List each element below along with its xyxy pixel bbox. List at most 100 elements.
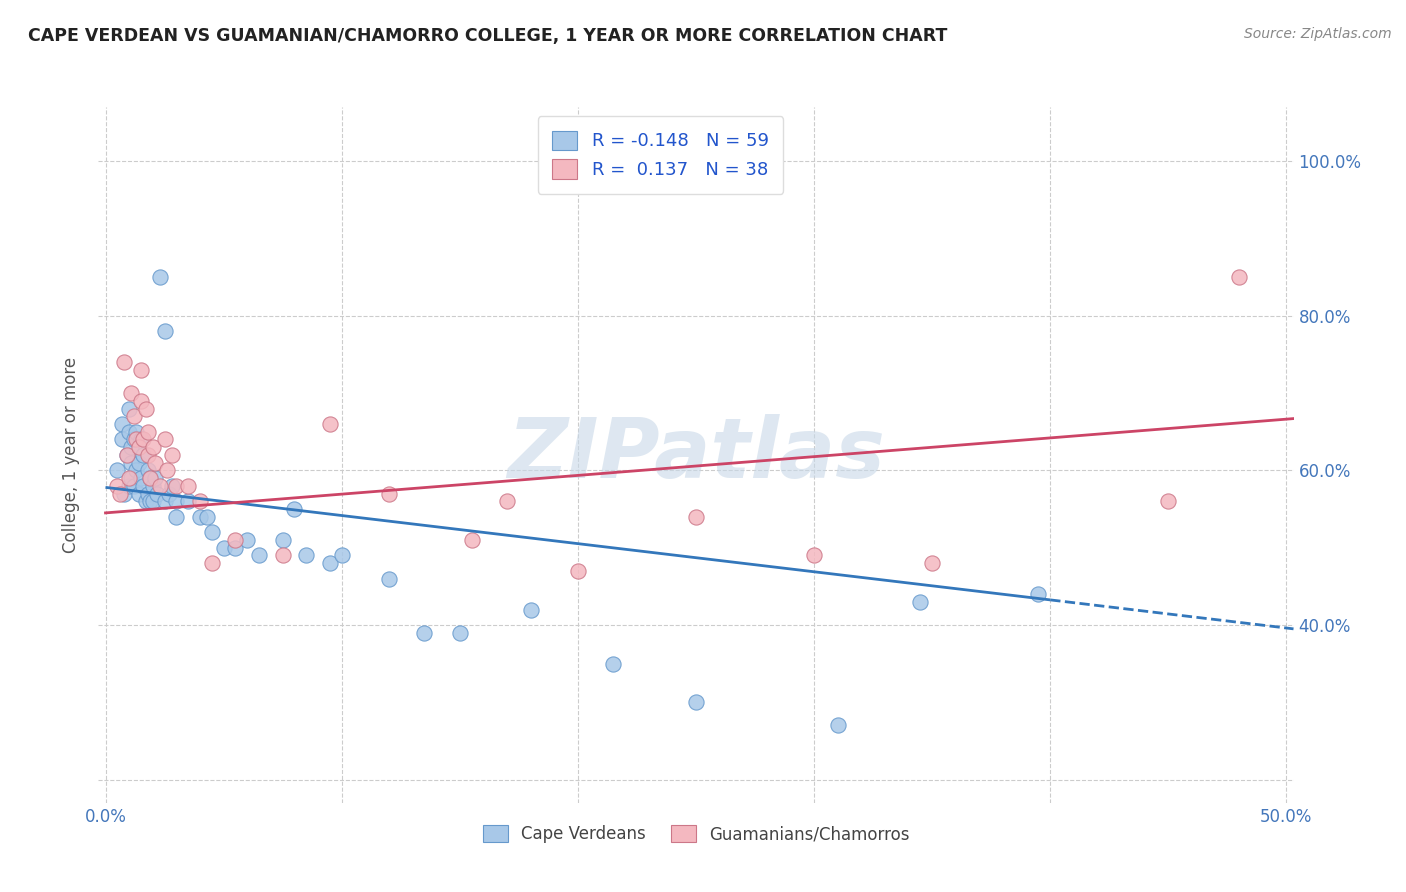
Point — [149, 270, 172, 285]
Point — [602, 657, 624, 671]
Point — [125, 463, 148, 477]
Text: ZIPatlas: ZIPatlas — [508, 415, 884, 495]
Point — [118, 425, 141, 439]
Point — [142, 479, 165, 493]
Point — [111, 417, 134, 431]
Point — [153, 494, 176, 508]
Point — [125, 425, 148, 439]
Point — [118, 479, 141, 493]
Point — [132, 433, 155, 447]
Point — [149, 479, 172, 493]
Point — [271, 549, 294, 563]
Point — [921, 556, 943, 570]
Point — [121, 386, 143, 401]
Point — [160, 448, 183, 462]
Point — [271, 533, 294, 547]
Point — [132, 448, 155, 462]
Point — [803, 549, 825, 563]
Point — [460, 533, 482, 547]
Point — [143, 471, 166, 485]
Point — [378, 572, 401, 586]
Point — [295, 549, 318, 563]
Point — [212, 541, 235, 555]
Point — [1028, 587, 1050, 601]
Point — [165, 479, 187, 493]
Point — [153, 433, 176, 447]
Text: CAPE VERDEAN VS GUAMANIAN/CHAMORRO COLLEGE, 1 YEAR OR MORE CORRELATION CHART: CAPE VERDEAN VS GUAMANIAN/CHAMORRO COLLE… — [28, 27, 948, 45]
Point — [165, 509, 187, 524]
Point — [125, 433, 148, 447]
Point — [224, 533, 246, 547]
Point — [146, 486, 169, 500]
Point — [188, 494, 211, 508]
Point — [236, 533, 259, 547]
Point — [121, 440, 143, 454]
Point — [283, 502, 305, 516]
Point — [112, 486, 135, 500]
Point — [118, 401, 141, 416]
Point — [224, 541, 246, 555]
Point — [330, 549, 353, 563]
Point — [142, 494, 165, 508]
Point — [201, 556, 224, 570]
Point — [128, 440, 150, 454]
Point — [177, 479, 200, 493]
Point — [111, 433, 134, 447]
Point — [132, 479, 155, 493]
Point — [247, 549, 270, 563]
Point — [1227, 270, 1250, 285]
Point — [129, 393, 152, 408]
Point — [139, 471, 162, 485]
Point — [142, 440, 165, 454]
Text: Source: ZipAtlas.com: Source: ZipAtlas.com — [1244, 27, 1392, 41]
Point — [136, 425, 159, 439]
Point — [685, 695, 707, 709]
Point — [129, 471, 152, 485]
Point — [136, 448, 159, 462]
Point — [135, 494, 157, 508]
Point — [319, 556, 342, 570]
Point — [413, 625, 436, 640]
Point — [128, 486, 150, 500]
Point — [195, 509, 218, 524]
Point — [496, 494, 519, 508]
Point — [128, 456, 150, 470]
Point — [108, 486, 131, 500]
Point — [1157, 494, 1180, 508]
Point — [153, 324, 176, 338]
Point — [165, 494, 187, 508]
Point — [115, 448, 138, 462]
Point — [129, 433, 152, 447]
Point — [177, 494, 200, 508]
Legend: Cape Verdeans, Guamanians/Chamorros: Cape Verdeans, Guamanians/Chamorros — [475, 819, 917, 850]
Point — [135, 401, 157, 416]
Point — [105, 479, 128, 493]
Point — [685, 509, 707, 524]
Point — [157, 486, 180, 500]
Point — [449, 625, 471, 640]
Point — [143, 456, 166, 470]
Point — [136, 463, 159, 477]
Point — [910, 595, 932, 609]
Point — [139, 494, 162, 508]
Point — [122, 433, 145, 447]
Point — [188, 509, 211, 524]
Point — [115, 448, 138, 462]
Point — [827, 718, 849, 732]
Point — [519, 602, 541, 616]
Y-axis label: College, 1 year or more: College, 1 year or more — [62, 357, 80, 553]
Point — [160, 479, 183, 493]
Point — [319, 417, 342, 431]
Point — [112, 355, 135, 369]
Point — [201, 525, 224, 540]
Point — [105, 463, 128, 477]
Point — [129, 363, 152, 377]
Point — [378, 486, 401, 500]
Point — [139, 471, 162, 485]
Point — [118, 471, 141, 485]
Point — [156, 463, 179, 477]
Point — [122, 409, 145, 424]
Point — [121, 456, 143, 470]
Point — [567, 564, 589, 578]
Point — [136, 486, 159, 500]
